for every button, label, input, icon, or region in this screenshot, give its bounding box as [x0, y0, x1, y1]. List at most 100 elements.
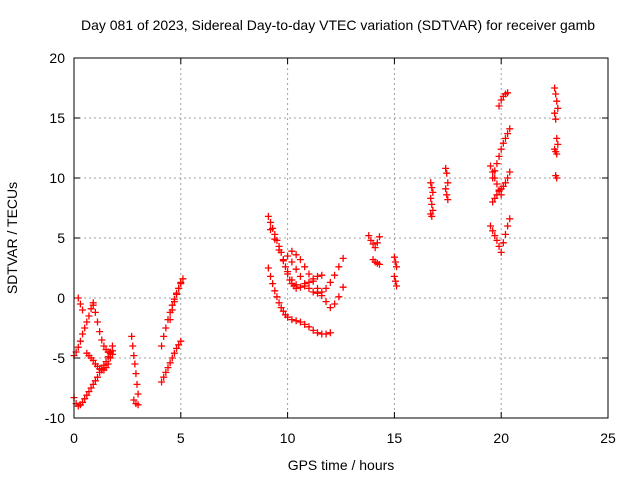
x-tick-label: 10 — [280, 430, 296, 446]
data-point — [160, 332, 168, 340]
data-point — [175, 284, 183, 292]
plot-frame — [73, 57, 609, 419]
data-point — [497, 191, 505, 199]
data-point — [491, 174, 499, 182]
data-point — [554, 140, 562, 148]
data-point — [130, 396, 138, 404]
data-point — [429, 188, 437, 196]
data-point — [179, 275, 187, 283]
data-point — [267, 218, 275, 226]
data-point — [443, 169, 451, 177]
data-point — [504, 130, 512, 138]
x-tick-label: 15 — [387, 430, 403, 446]
data-point — [499, 139, 507, 147]
data-point — [175, 341, 183, 349]
data-point — [318, 292, 326, 300]
data-point — [504, 222, 512, 230]
data-point — [277, 304, 285, 312]
data-point — [91, 377, 99, 385]
data-point — [269, 280, 277, 288]
data-point — [427, 179, 435, 187]
data-point — [326, 278, 334, 286]
data-point — [76, 300, 84, 308]
data-point — [554, 104, 562, 112]
data-point — [132, 370, 140, 378]
data-point — [301, 263, 309, 271]
data-point — [335, 263, 343, 271]
data-point — [170, 349, 178, 357]
data-point — [375, 233, 383, 241]
data-point — [493, 236, 501, 244]
axis-ticks: 0 5 10 15 20 25 -10 -5 0 5 10 15 20 — [45, 50, 616, 446]
data-point — [326, 304, 334, 312]
data-point — [444, 179, 452, 187]
data-point — [553, 150, 561, 158]
data-point — [106, 354, 114, 362]
data-point — [91, 308, 99, 316]
data-point — [79, 398, 87, 406]
data-point — [173, 290, 181, 298]
data-point — [318, 271, 326, 279]
series-arc-20h-mid — [487, 162, 505, 199]
data-point — [493, 180, 501, 188]
series-arc-9h-b — [264, 264, 334, 338]
data-point — [271, 287, 279, 295]
data-point — [487, 222, 495, 230]
data-point — [102, 364, 110, 372]
data-point — [129, 342, 137, 350]
data-point — [504, 174, 512, 182]
data-point — [393, 282, 401, 290]
data-point — [501, 179, 509, 187]
data-point — [367, 236, 375, 244]
data-point — [134, 401, 142, 409]
data-point — [89, 301, 97, 309]
data-point — [427, 194, 435, 202]
data-point — [173, 344, 181, 352]
series-arc-22h — [551, 84, 562, 182]
data-point — [81, 324, 89, 332]
data-point — [296, 318, 304, 326]
series-arc-4h-c — [166, 278, 185, 324]
series-arc-10h-loop — [284, 252, 347, 297]
data-point — [493, 160, 501, 168]
data-point — [322, 284, 330, 292]
series-arc-19h-20h-a — [487, 215, 514, 256]
data-point — [442, 185, 450, 193]
series-arc-14h — [365, 232, 383, 268]
data-point — [170, 298, 178, 306]
data-point — [314, 272, 322, 280]
data-point — [76, 337, 84, 345]
data-points — [70, 84, 562, 410]
data-point — [390, 272, 398, 280]
data-point — [288, 276, 296, 284]
data-point — [309, 326, 317, 334]
data-point — [292, 251, 300, 259]
x-tick-label: 0 — [70, 430, 78, 446]
data-point — [391, 258, 399, 266]
data-point — [506, 215, 514, 223]
data-point — [495, 152, 503, 160]
x-tick-label: 5 — [177, 430, 185, 446]
data-point — [305, 284, 313, 292]
data-point — [158, 378, 166, 386]
y-tick-label: -5 — [53, 350, 66, 366]
y-tick-label: 20 — [49, 50, 65, 66]
data-point — [443, 191, 451, 199]
data-point — [79, 330, 87, 338]
data-point — [264, 264, 272, 272]
series-arc-early-fall — [89, 301, 116, 358]
series-arc-4h-a — [158, 337, 185, 386]
data-point — [166, 316, 174, 324]
data-point — [158, 342, 166, 350]
data-point — [164, 364, 172, 372]
data-point — [284, 268, 292, 276]
series-arc-10h-wave — [267, 226, 326, 291]
data-point — [284, 252, 292, 260]
y-tick-label: 5 — [57, 230, 65, 246]
data-point — [296, 283, 304, 291]
x-tick-label: 20 — [493, 430, 509, 446]
data-point — [305, 270, 313, 278]
data-point — [309, 288, 317, 296]
data-point — [288, 247, 296, 255]
